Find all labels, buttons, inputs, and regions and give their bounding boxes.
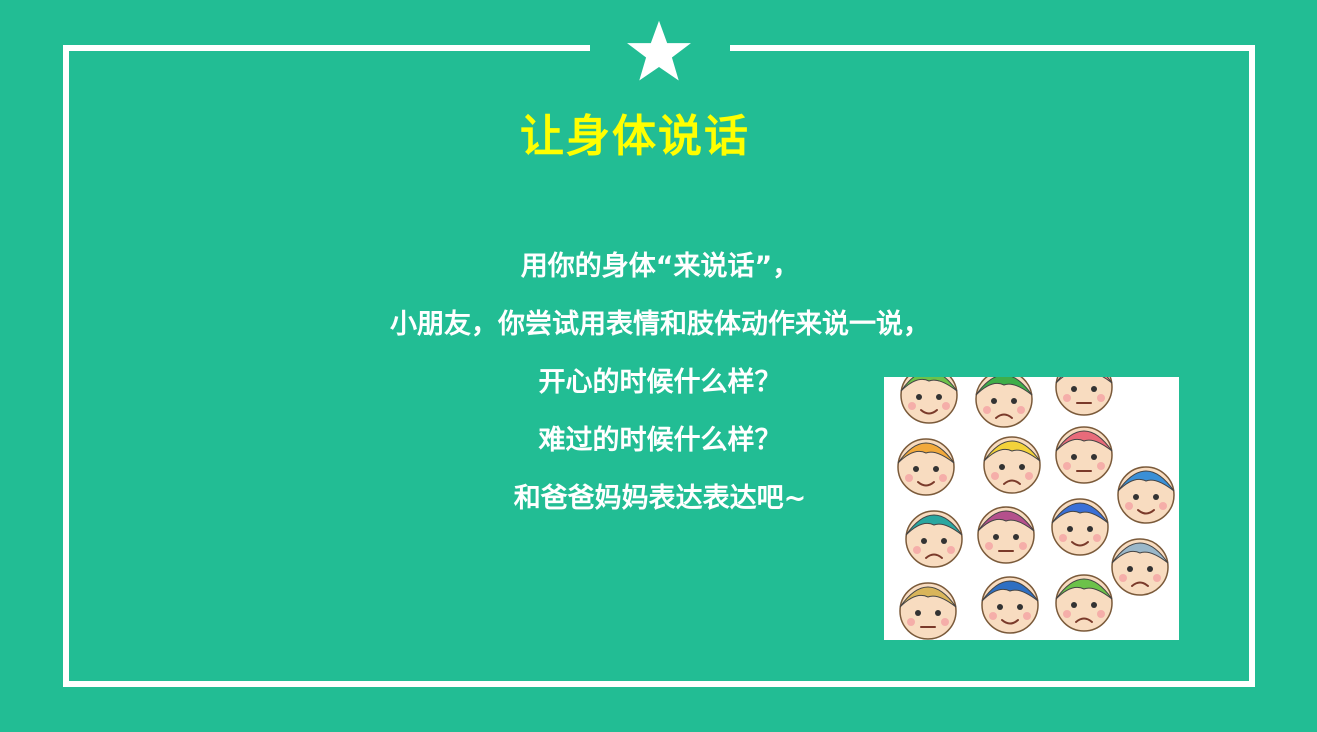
body-line-1: 用你的身体“来说话”， bbox=[520, 251, 800, 282]
cartoon-face bbox=[1117, 466, 1175, 524]
cartoon-faces-image bbox=[884, 377, 1179, 640]
cartoon-face bbox=[1055, 377, 1113, 416]
cartoon-face bbox=[1051, 498, 1109, 556]
star-icon bbox=[627, 20, 691, 81]
body-line-4: 难过的时候什么样？ bbox=[538, 425, 782, 456]
cartoon-face bbox=[983, 436, 1041, 494]
cartoon-face bbox=[975, 377, 1033, 428]
cartoon-face bbox=[900, 377, 958, 424]
cartoon-face bbox=[897, 438, 955, 496]
slide-title: 让身体说话 bbox=[520, 111, 750, 162]
cartoon-face bbox=[905, 510, 963, 568]
slide-body: 用你的身体“来说话”， 小朋友，你尝试用表情和肢体动作来说一说， 开心的时候什么… bbox=[180, 238, 1140, 528]
body-line-3: 开心的时候什么样？ bbox=[538, 367, 782, 398]
cartoon-face bbox=[977, 506, 1035, 564]
cartoon-face bbox=[1111, 538, 1169, 596]
cartoon-faces-icon bbox=[897, 377, 1175, 640]
body-line-2: 小朋友，你尝试用表情和肢体动作来说一说， bbox=[390, 309, 930, 340]
cartoon-face bbox=[1055, 574, 1113, 632]
cartoon-face bbox=[981, 576, 1039, 634]
body-line-5: 和爸爸妈妈表达表达吧~ bbox=[513, 483, 807, 514]
cartoon-face bbox=[1055, 426, 1113, 484]
cartoon-face bbox=[899, 582, 957, 640]
